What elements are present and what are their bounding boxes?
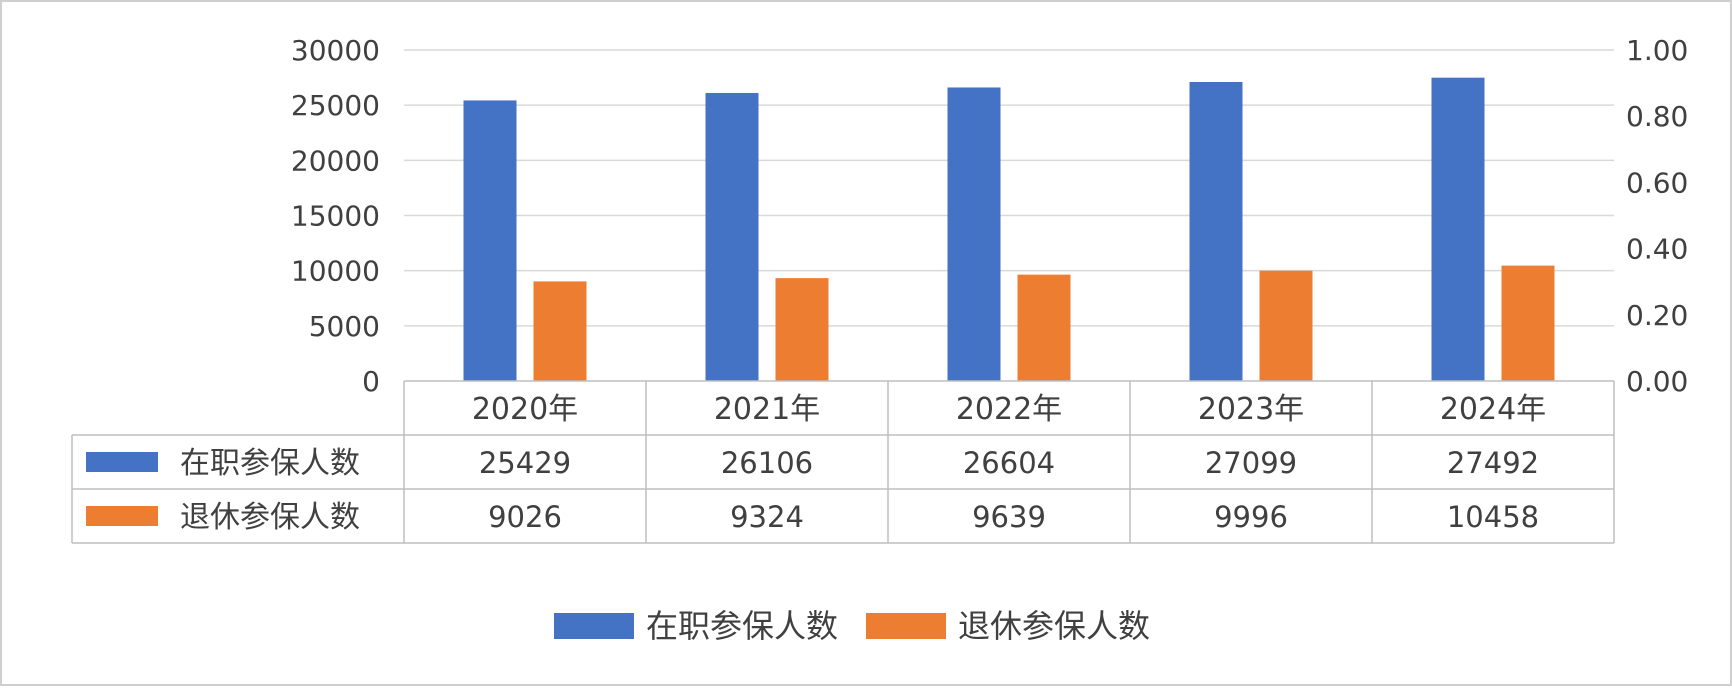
bar	[1431, 77, 1485, 381]
category-label: 2020年	[472, 392, 578, 427]
data-label: 9639	[972, 500, 1046, 534]
y-tick-label: 0	[362, 365, 380, 398]
series-name: 退休参保人数	[180, 500, 360, 535]
bar	[1259, 270, 1313, 381]
y2-tick-label: 0.60	[1626, 166, 1688, 199]
category-label: 2022年	[956, 392, 1062, 427]
bar	[1017, 274, 1071, 381]
y-tick-label: 20000	[291, 144, 380, 177]
data-label: 9324	[730, 500, 804, 534]
y2-tick-label: 0.00	[1626, 365, 1688, 398]
legend-label: 在职参保人数	[646, 607, 838, 645]
data-label: 26604	[963, 446, 1055, 480]
y2-tick-label: 0.40	[1626, 233, 1688, 266]
data-label: 26106	[721, 446, 813, 480]
legend-swatch	[554, 613, 634, 639]
y-axis-left: 0 5000 10000 15000 20000 25000 30000	[291, 34, 380, 398]
legend-label: 退休参保人数	[958, 607, 1150, 645]
legend-swatch	[866, 613, 946, 639]
y-tick-label: 25000	[291, 89, 380, 122]
y2-tick-label: 0.80	[1626, 100, 1688, 133]
y-axis-right: 0.00 0.20 0.40 0.60 0.80 1.00	[1626, 34, 1688, 398]
category-label: 2021年	[714, 392, 820, 427]
data-label: 25429	[479, 446, 571, 480]
bar	[1501, 265, 1555, 381]
bar	[533, 281, 587, 381]
data-label: 10458	[1447, 500, 1539, 534]
category-label: 2023年	[1198, 392, 1304, 427]
y-tick-label: 30000	[291, 34, 380, 67]
y2-tick-label: 0.20	[1626, 299, 1688, 332]
gridlines	[404, 49, 1614, 327]
data-label: 9026	[488, 500, 562, 534]
category-label: 2024年	[1440, 392, 1546, 427]
series-name: 在职参保人数	[180, 446, 360, 481]
bar	[463, 100, 517, 382]
data-label: 27099	[1205, 446, 1297, 480]
data-label: 9996	[1214, 500, 1288, 534]
y-tick-label: 10000	[291, 255, 380, 288]
bars	[463, 77, 1555, 382]
data-label: 27492	[1447, 446, 1539, 480]
y-tick-label: 15000	[291, 200, 380, 233]
legend: 在职参保人数 退休参保人数	[554, 607, 1150, 645]
bar	[705, 92, 759, 381]
legend-key	[86, 506, 158, 526]
bar	[947, 87, 1001, 381]
legend-key	[86, 452, 158, 472]
y-tick-label: 5000	[309, 310, 380, 343]
bar	[1189, 82, 1243, 382]
bar	[775, 278, 829, 381]
y2-tick-label: 1.00	[1626, 34, 1688, 67]
